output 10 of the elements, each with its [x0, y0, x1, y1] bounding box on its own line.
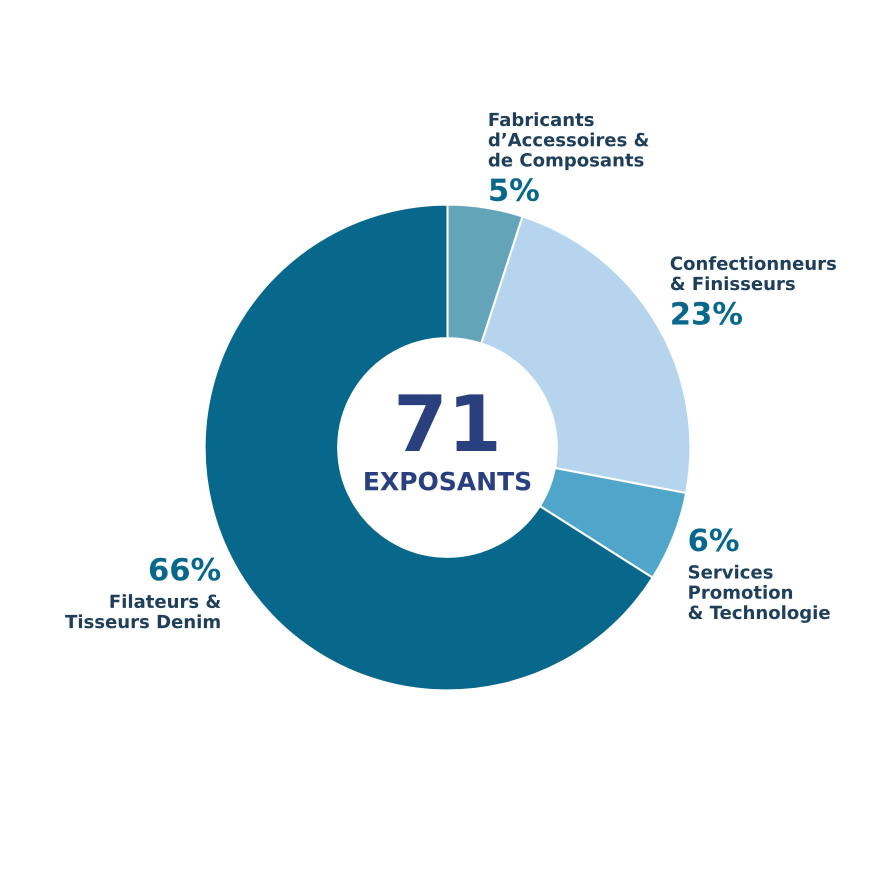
slice-label: Services Promotion & Technologie: [688, 564, 830, 623]
data-label: 5%: [490, 178, 539, 202]
slice-label: Fabricants d’Accessoires & de Composants: [488, 112, 649, 170]
data-label: 66%: [150, 558, 220, 581]
data-label: 6%: [690, 528, 739, 552]
data-label: 23%: [672, 302, 742, 325]
text: 71: [398, 394, 496, 452]
slice-label: Filateurs & Tisseurs Denim: [65, 594, 220, 628]
text: EXPOSANTS: [365, 472, 530, 491]
slice-label: Confectionneurs & Finisseurs: [670, 256, 836, 290]
